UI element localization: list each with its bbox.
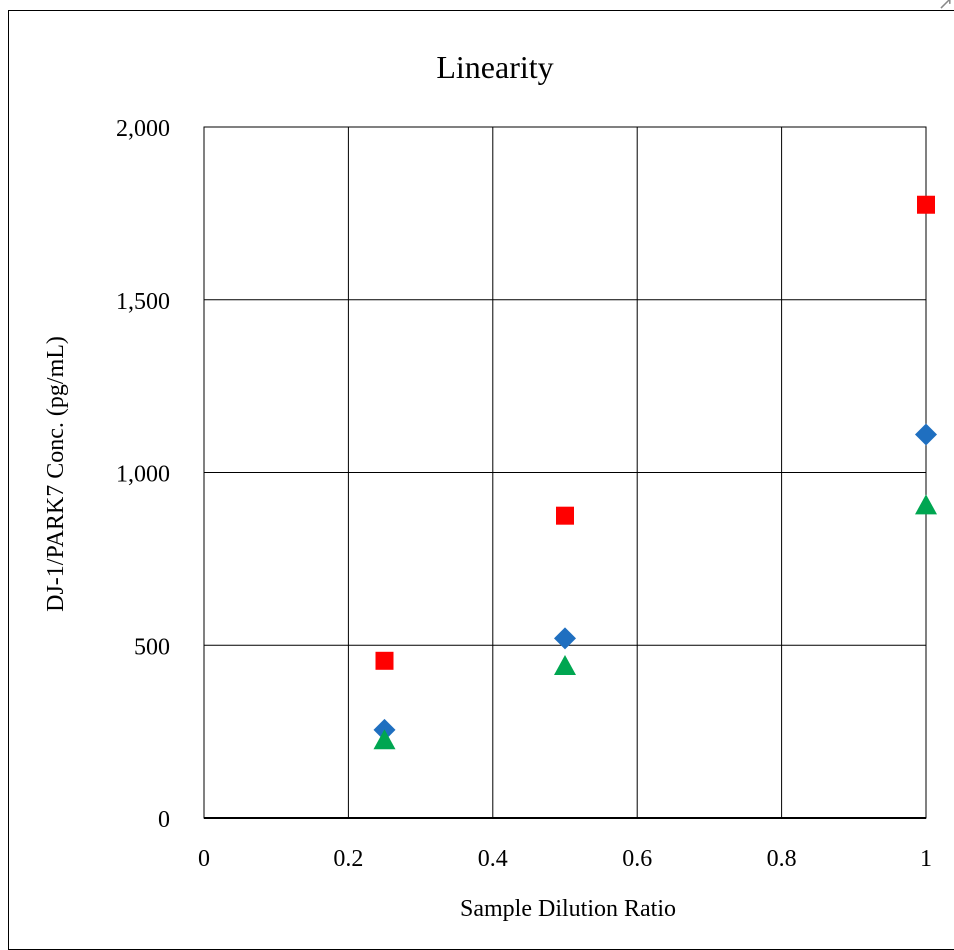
y-axis-label: DJ-1/PARK7 Conc. (pg/mL) <box>43 336 69 612</box>
grid <box>203 126 927 819</box>
square-point <box>375 651 394 670</box>
x-tick-label: 0.4 <box>478 846 508 872</box>
chart-frame <box>8 10 954 950</box>
y-tick-labels: 0 500 1,000 1,500 2,000 <box>116 116 170 833</box>
y-tick-label: 2,000 <box>116 116 170 142</box>
diamond-point <box>554 627 576 650</box>
corner-mark: ↗ <box>938 0 954 14</box>
triangle-point <box>554 654 576 675</box>
data-points <box>373 195 937 750</box>
triangle-point <box>915 494 937 515</box>
x-tick-label: 1 <box>920 846 932 872</box>
square-point <box>556 506 574 525</box>
x-tick-labels: 0 0.2 0.4 0.6 0.8 1 <box>198 846 932 872</box>
x-tick-label: 0.8 <box>767 846 797 872</box>
x-axis-label: Sample Dilution Ratio <box>460 896 676 922</box>
x-tick-label: 0.2 <box>333 846 363 872</box>
chart-title: Linearity <box>436 49 553 85</box>
y-tick-label: 1,500 <box>116 289 170 315</box>
x-tick-label: 0 <box>198 846 210 872</box>
x-tick-label: 0.6 <box>622 846 652 872</box>
square-point <box>917 195 935 214</box>
y-tick-label: 500 <box>134 634 170 660</box>
y-tick-label: 0 <box>158 807 170 833</box>
y-tick-label: 1,000 <box>116 462 170 488</box>
diamond-point <box>915 423 937 446</box>
triangle-point <box>373 729 396 750</box>
